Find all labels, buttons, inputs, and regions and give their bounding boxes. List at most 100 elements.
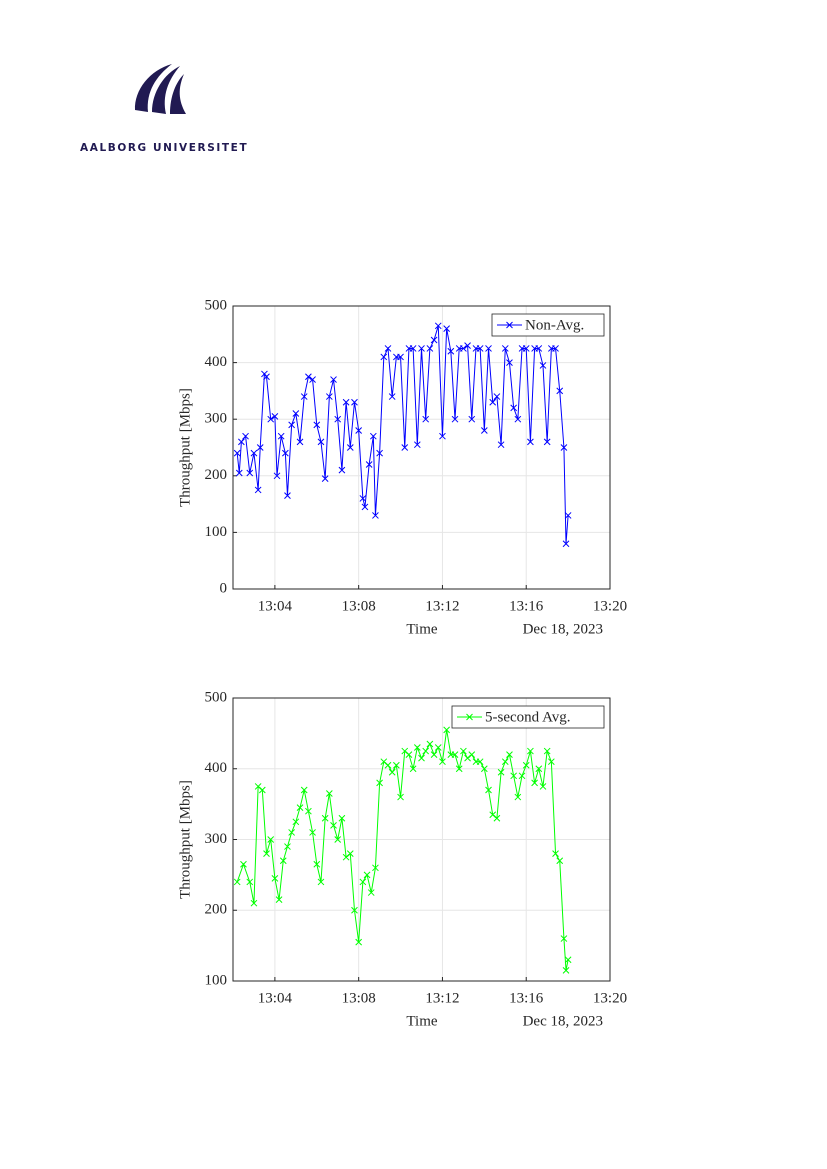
marker: [560, 444, 568, 451]
marker: [485, 786, 492, 794]
marker: [256, 444, 264, 451]
marker: [367, 889, 375, 896]
marker: [548, 758, 555, 766]
y-tick-label: 500: [205, 297, 228, 313]
marker: [384, 761, 392, 769]
marker: [261, 370, 268, 378]
marker: [288, 829, 295, 836]
marker: [447, 347, 455, 355]
marker: [476, 758, 484, 766]
marker: [305, 807, 312, 815]
marker: [388, 393, 396, 400]
marker: [267, 836, 275, 843]
marker: [518, 772, 526, 780]
marker: [413, 441, 421, 449]
marker: [468, 415, 476, 423]
marker: [355, 938, 363, 946]
marker: [564, 512, 572, 519]
marker: [242, 432, 249, 440]
marker: [451, 751, 459, 758]
marker: [305, 373, 312, 381]
marker: [334, 836, 342, 843]
marker: [267, 415, 275, 423]
y-tick-label: 100: [205, 524, 228, 540]
marker: [476, 345, 484, 352]
marker: [409, 345, 417, 352]
marker: [422, 415, 430, 423]
marker: [246, 469, 254, 477]
marker: [282, 449, 289, 457]
marker: [480, 427, 488, 434]
marker: [313, 421, 321, 429]
marker: [263, 373, 270, 381]
annotation: Dec 18, 2023: [523, 1013, 603, 1029]
marker: [321, 475, 329, 482]
y-tick-label: 400: [205, 354, 228, 370]
marker: [409, 765, 417, 773]
marker: [334, 415, 342, 423]
marker: [426, 740, 434, 748]
marker: [460, 345, 467, 352]
marker: [564, 956, 572, 964]
marker: [510, 772, 518, 780]
marker: [359, 878, 367, 886]
plot-frame: [232, 697, 611, 982]
legend-box: [451, 705, 605, 729]
y-tick-label: 100: [205, 972, 228, 988]
marker: [342, 398, 350, 406]
marker: [361, 503, 369, 511]
marker: [543, 438, 551, 446]
marker: [539, 783, 547, 790]
marker: [388, 768, 396, 776]
marker: [254, 486, 262, 494]
y-tick-label: 300: [205, 831, 228, 847]
marker: [325, 790, 333, 797]
marker: [439, 432, 446, 440]
marker: [466, 713, 473, 721]
marker: [369, 432, 377, 440]
chart: 0 100 200 300 400 500 13:04 13:08 13:12 13:16 13:2…: [177, 297, 627, 637]
marker: [263, 850, 270, 858]
y-axis-label: Throughput [Mbps]: [177, 780, 193, 899]
marker: [380, 353, 388, 361]
logo-text: AALBORG UNIVERSITET: [80, 142, 248, 154]
marker: [325, 393, 333, 400]
annotation: Dec 18, 2023: [523, 621, 603, 637]
marker: [543, 747, 551, 755]
marker: [535, 345, 543, 352]
marker: [468, 751, 476, 758]
marker: [258, 786, 266, 794]
marker: [296, 438, 304, 446]
marker: [455, 765, 463, 773]
logo: [134, 64, 186, 114]
marker: [535, 765, 543, 773]
legend-label: Non-Avg.: [525, 317, 584, 333]
marker: [271, 413, 279, 420]
marker: [300, 393, 308, 400]
marker: [527, 747, 534, 755]
marker: [531, 779, 538, 787]
marker: [317, 438, 325, 446]
marker: [430, 336, 438, 344]
marker: [309, 829, 316, 836]
marker: [240, 860, 247, 868]
marker: [485, 345, 492, 352]
marker: [522, 761, 530, 769]
x-tick-label: 13:16: [509, 990, 544, 1006]
legend: Non-Avg.: [491, 313, 605, 337]
x-tick-label: 13:20: [593, 598, 627, 614]
marker: [434, 322, 442, 330]
marker: [506, 751, 513, 758]
marker: [346, 850, 354, 858]
marker: [493, 814, 501, 822]
marker: [552, 850, 559, 858]
marker: [273, 472, 281, 480]
y-tick-label: 200: [205, 902, 228, 918]
marker: [235, 469, 243, 477]
marker: [560, 935, 568, 942]
marker: [346, 444, 354, 451]
x-tick-label: 13:16: [509, 598, 544, 614]
marker: [522, 345, 530, 352]
marker: [493, 393, 501, 400]
